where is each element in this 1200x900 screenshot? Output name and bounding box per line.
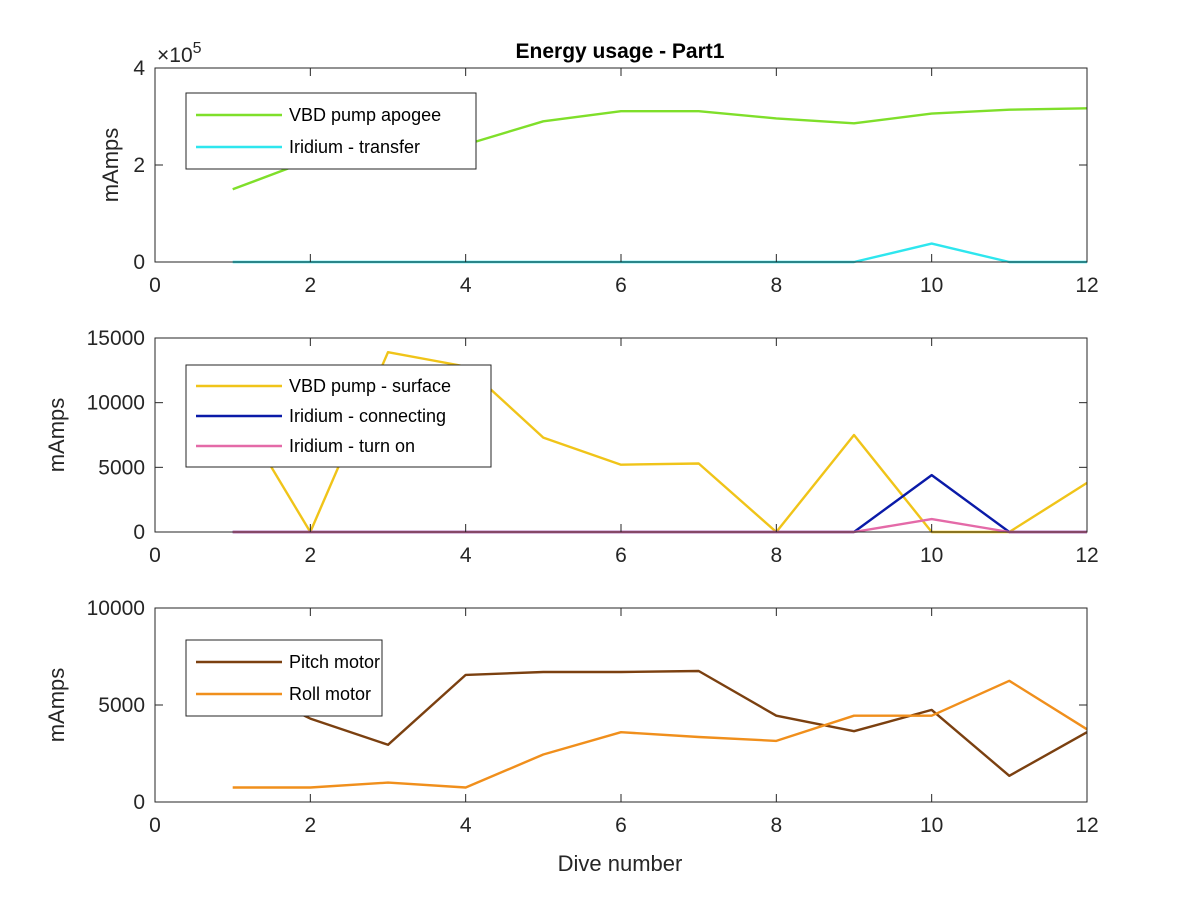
figure-title: Energy usage - Part1 <box>516 40 725 63</box>
legend-box <box>185 364 492 468</box>
x-tick-label: 2 <box>304 544 316 567</box>
series-line-pitch-motor <box>232 669 1088 777</box>
y-axis-label: mAmps <box>98 128 123 203</box>
legend-label: Iridium - transfer <box>289 137 420 157</box>
legend-label: Roll motor <box>289 684 371 704</box>
x-tick-label: 10 <box>920 544 943 567</box>
x-tick-label: 12 <box>1075 544 1098 567</box>
legend: VBD pump - surface Iridium - connecting Ir… <box>185 364 492 468</box>
y-tick-label: 10000 <box>87 392 145 415</box>
y-tick-label: 15000 <box>87 327 145 350</box>
legend: VBD pump apogee Iridium - transfer <box>185 92 477 170</box>
y-tick-label: 10000 <box>87 597 145 620</box>
y-tick-label: 4 <box>133 57 145 80</box>
legend: Pitch motor Roll motor <box>185 639 383 717</box>
x-tick-label: 8 <box>770 814 782 837</box>
panel-top: 0 2 4 6 8 10 12 0 2 4 ×105 mAmps VBD pump apogee Irid… <box>98 40 1099 297</box>
panel-middle: 0 2 4 6 8 10 12 0 5000 10000 15000 mAmps VBD pump - … <box>44 327 1099 567</box>
legend-label: Iridium - connecting <box>289 406 446 426</box>
y-axis-label: mAmps <box>44 398 69 473</box>
legend-label: Iridium - turn on <box>289 436 415 456</box>
series-group <box>232 669 1088 789</box>
legend-box <box>185 639 383 717</box>
x-axis-label: Dive number <box>558 851 683 876</box>
x-tick-label: 4 <box>460 544 472 567</box>
y-tick-label: 0 <box>133 791 145 814</box>
legend-label: VBD pump apogee <box>289 105 441 125</box>
x-tick-label: 10 <box>920 814 943 837</box>
y-tick-label: 2 <box>133 154 145 177</box>
legend-box <box>185 92 477 170</box>
x-tick-label: 0 <box>149 814 161 837</box>
x-tick-label: 12 <box>1075 814 1098 837</box>
legend-label: VBD pump - surface <box>289 376 451 396</box>
panel-bottom: 0 2 4 6 8 10 12 0 5000 10000 mAmps Pitch motor Roll … <box>44 597 1099 837</box>
y-tick-label: 0 <box>133 251 145 274</box>
x-tick-label: 2 <box>304 274 316 297</box>
x-tick-label: 10 <box>920 274 943 297</box>
x-tick-label: 8 <box>770 544 782 567</box>
series-line-roll-motor <box>232 679 1088 789</box>
x-tick-label: 0 <box>149 274 161 297</box>
x-tick-label: 0 <box>149 544 161 567</box>
y-exponent-label: ×105 <box>157 40 202 67</box>
x-tick-label: 8 <box>770 274 782 297</box>
x-tick-label: 4 <box>460 814 472 837</box>
x-tick-label: 2 <box>304 814 316 837</box>
x-tick-label: 4 <box>460 274 472 297</box>
x-tick-label: 6 <box>615 814 627 837</box>
y-axis-label: mAmps <box>44 668 69 743</box>
x-tick-label: 6 <box>615 544 627 567</box>
x-tick-label: 12 <box>1075 274 1098 297</box>
y-tick-label: 5000 <box>98 694 145 717</box>
legend-label: Pitch motor <box>289 652 380 672</box>
y-tick-label: 0 <box>133 521 145 544</box>
y-tick-label: 5000 <box>98 456 145 479</box>
x-tick-label: 6 <box>615 274 627 297</box>
